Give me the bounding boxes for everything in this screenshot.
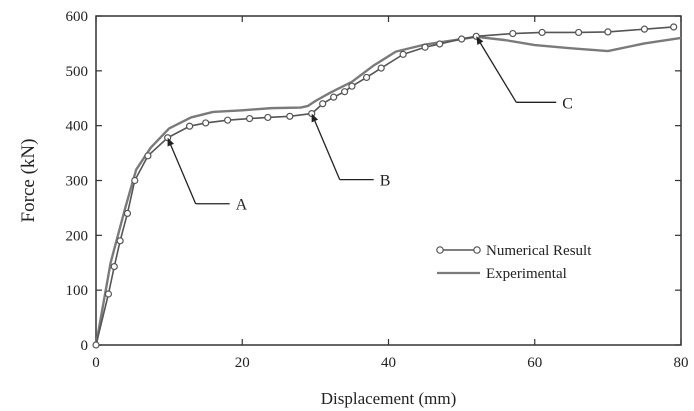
data-point-numerical [319,100,327,108]
data-point-numerical [186,122,194,130]
data-point-numerical [348,82,356,90]
series-line-experimental [94,35,682,346]
legend-label-experimental: Experimental [486,266,567,282]
y-tick-label: 0 [81,338,89,354]
x-tick-label: 40 [381,355,396,371]
legend: Numerical Result Experimental [436,243,592,282]
data-point-numerical [144,152,152,160]
data-point-numerical [436,40,444,48]
axis-ticks: 0 20 40 60 80 0 100 200 300 400 500 600 [66,9,689,371]
y-tick-label: 200 [66,228,89,244]
data-point-numerical [245,114,254,123]
data-point-numerical [202,119,210,127]
annotation-leader [167,139,197,204]
annotation-arrowhead [167,137,175,147]
annotation-label: B [380,173,391,190]
data-point-numerical [286,112,294,120]
x-tick-label: 80 [674,355,689,371]
annotation-layer: A B C [167,36,573,214]
data-point-numerical [123,209,132,217]
data-point-numerical [421,43,429,51]
y-tick-label: 600 [66,9,89,25]
data-point-numerical [458,35,466,43]
data-point-numerical [538,28,546,37]
data-point-numerical [399,50,407,58]
legend-marker-numerical [436,246,444,254]
data-point-numerical [575,28,583,37]
data-point-numerical [362,73,371,82]
annotation-label: A [236,197,248,214]
y-tick-label: 500 [66,64,89,80]
data-point-numerical [92,341,100,349]
data-point-numerical [604,28,612,36]
series-layer [92,23,682,349]
annotation-arrowhead [311,113,319,123]
data-point-numerical [110,262,118,271]
data-point-numerical [224,116,232,124]
y-tick-label: 300 [66,174,89,190]
data-point-numerical [330,93,338,101]
legend-marker-numerical [473,246,481,254]
data-point-numerical [116,237,124,245]
data-point-numerical [509,29,517,38]
x-axis-title: Displacement (mm) [321,389,457,408]
y-tick-label: 400 [66,119,89,135]
x-tick-label: 20 [235,355,250,371]
annotation-arrowhead [476,36,484,45]
data-point-numerical [341,88,349,96]
data-point-numerical [104,290,113,298]
annotation-leader [476,37,517,103]
data-point-numerical [640,25,649,33]
data-point-numerical [131,176,139,185]
y-tick-label: 100 [66,283,89,299]
data-point-numerical [670,23,678,31]
annotation-leader [311,115,341,180]
data-point-numerical [377,64,385,72]
series-line-numerical [95,26,674,346]
legend-label-numerical: Numerical Result [486,243,592,259]
x-tick-label: 0 [92,355,100,371]
y-axis-title: Force (kN) [18,139,39,223]
data-point-numerical [264,113,272,122]
x-tick-label: 60 [527,355,542,371]
annotation-label: C [562,95,573,112]
